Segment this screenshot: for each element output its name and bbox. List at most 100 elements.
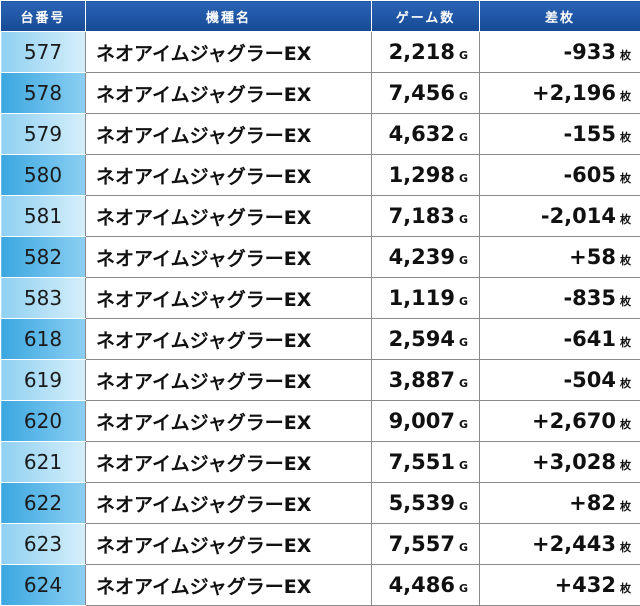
diff-unit: 枚 bbox=[620, 129, 632, 145]
games: 3,887 bbox=[389, 368, 455, 392]
diff: -2,014 bbox=[541, 204, 616, 228]
diff-unit: 枚 bbox=[620, 211, 632, 227]
machine-number: 623 bbox=[1, 524, 86, 565]
games-unit: G bbox=[459, 213, 471, 226]
games-cell: 3,887 G bbox=[372, 360, 480, 401]
games-unit: G bbox=[459, 582, 471, 595]
games: 1,298 bbox=[389, 163, 455, 187]
machine-number: 622 bbox=[1, 483, 86, 524]
games-unit: G bbox=[459, 418, 471, 431]
diff-unit: 枚 bbox=[620, 252, 632, 268]
diff: +58 bbox=[569, 245, 616, 269]
diff: +82 bbox=[569, 491, 616, 515]
games: 4,632 bbox=[389, 122, 455, 146]
diff: +3,028 bbox=[532, 450, 616, 474]
diff: -605 bbox=[563, 163, 616, 187]
games-unit: G bbox=[459, 172, 471, 185]
machine-number: 621 bbox=[1, 442, 86, 483]
games: 2,594 bbox=[389, 327, 455, 351]
machine-name: ネオアイムジャグラーEX bbox=[86, 360, 372, 401]
machine-name: ネオアイムジャグラーEX bbox=[86, 73, 372, 114]
games-unit: G bbox=[459, 254, 471, 267]
games-unit: G bbox=[459, 500, 471, 513]
diff-unit: 枚 bbox=[620, 334, 632, 350]
games: 7,456 bbox=[389, 81, 455, 105]
machine-number: 577 bbox=[1, 32, 86, 73]
diff-unit: 枚 bbox=[620, 498, 632, 514]
machine-number: 582 bbox=[1, 237, 86, 278]
games-unit: G bbox=[459, 49, 471, 62]
diff: +432 bbox=[555, 573, 616, 597]
machine-number: 580 bbox=[1, 155, 86, 196]
games-unit: G bbox=[459, 131, 471, 144]
header-cell: 台番号 bbox=[1, 1, 86, 32]
machine-name: ネオアイムジャグラーEX bbox=[86, 319, 372, 360]
diff-unit: 枚 bbox=[620, 416, 632, 432]
machine-name: ネオアイムジャグラーEX bbox=[86, 278, 372, 319]
machine-name: ネオアイムジャグラーEX bbox=[86, 32, 372, 73]
diff-unit: 枚 bbox=[620, 88, 632, 104]
games-cell: 4,239 G bbox=[372, 237, 480, 278]
machine-number: 620 bbox=[1, 401, 86, 442]
games-unit: G bbox=[459, 336, 471, 349]
machine-name: ネオアイムジャグラーEX bbox=[86, 524, 372, 565]
diff-unit: 枚 bbox=[620, 375, 632, 391]
diff: -933 bbox=[563, 40, 616, 64]
diff: -155 bbox=[563, 122, 616, 146]
games: 1,119 bbox=[389, 286, 455, 310]
machine-name: ネオアイムジャグラーEX bbox=[86, 114, 372, 155]
diff-unit: 枚 bbox=[620, 293, 632, 309]
games: 9,007 bbox=[389, 409, 455, 433]
games: 7,183 bbox=[389, 204, 455, 228]
diff-unit: 枚 bbox=[620, 457, 632, 473]
games-cell: 9,007 G bbox=[372, 401, 480, 442]
games: 4,239 bbox=[389, 245, 455, 269]
machine-number: 578 bbox=[1, 73, 86, 114]
machine-number: 583 bbox=[1, 278, 86, 319]
games-unit: G bbox=[459, 377, 471, 390]
games-cell: 4,632 G bbox=[372, 114, 480, 155]
machine-name: ネオアイムジャグラーEX bbox=[86, 442, 372, 483]
diff-unit: 枚 bbox=[620, 47, 632, 63]
header-cell: ゲーム数 bbox=[372, 1, 480, 32]
machine-number: 624 bbox=[1, 565, 86, 606]
diff: -641 bbox=[563, 327, 616, 351]
machine-name: ネオアイムジャグラーEX bbox=[86, 237, 372, 278]
machine-number: 618 bbox=[1, 319, 86, 360]
diff: -835 bbox=[563, 286, 616, 310]
diff-unit: 枚 bbox=[620, 539, 632, 555]
games: 7,557 bbox=[389, 532, 455, 556]
header-cell: 差枚 bbox=[480, 1, 640, 32]
